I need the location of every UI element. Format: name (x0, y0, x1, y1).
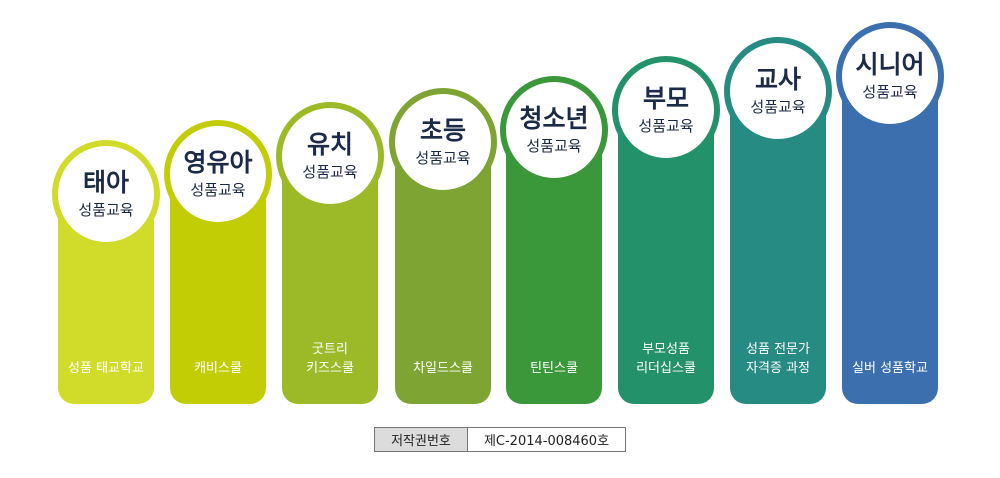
stage-title: 초등 (419, 116, 466, 145)
stage-pillar-youth: 청소년 성품교육 틴틴스쿨 (500, 76, 608, 404)
stage-subtitle: 성품교육 (638, 117, 694, 135)
stage-subtitle: 성품교육 (190, 181, 246, 199)
stage-title: 교사 (754, 65, 801, 94)
stage-subtitle: 성품교육 (78, 201, 134, 219)
stage-pillar-elementary: 초등 성품교육 차일드스쿨 (389, 88, 497, 404)
stage-title: 청소년 (519, 104, 589, 133)
program-label: 성품 전문가 자격증 과정 (746, 342, 810, 376)
stage-pillar-prenatal: 태아 성품교육 성품 태교학교 (52, 140, 160, 404)
stage-circle: 유치 성품교육 (276, 102, 384, 210)
program-label: 캐비스쿨 (194, 361, 242, 376)
stage-title: 태아 (82, 168, 129, 197)
stage-pillar-infant: 영유아 성품교육 캐비스쿨 (164, 120, 272, 404)
stage-title: 부모 (642, 84, 689, 113)
stage-pillar-senior: 시니어 성품교육 실버 성품학교 (836, 22, 944, 404)
stage-title: 유치 (306, 130, 353, 159)
copyright-box: 저작권번호 제C-2014-008460호 (374, 427, 626, 452)
stage-subtitle: 성품교육 (750, 98, 806, 116)
program-label: 차일드스쿨 (413, 361, 473, 376)
stage-subtitle: 성품교육 (526, 137, 582, 155)
stage-pillar-kindergarten: 유치 성품교육 굿트리 키즈스쿨 (276, 102, 384, 404)
program-label: 부모성품 리더십스쿨 (636, 342, 696, 376)
stage-circle: 교사 성품교육 (724, 37, 832, 145)
program-label: 실버 성품학교 (852, 361, 928, 376)
stage-circle: 초등 성품교육 (389, 88, 497, 196)
stage-circle: 영유아 성품교육 (164, 120, 272, 228)
stage-title: 영유아 (183, 148, 253, 177)
stage-title: 시니어 (855, 50, 925, 79)
copyright-label: 저작권번호 (375, 428, 468, 451)
program-label: 성품 태교학교 (68, 361, 144, 376)
program-label: 틴틴스쿨 (530, 361, 578, 376)
stage-circle: 태아 성품교육 (52, 140, 160, 248)
stage-circle: 시니어 성품교육 (836, 22, 944, 130)
stage-subtitle: 성품교육 (415, 149, 471, 167)
stage-pillar-teacher: 교사 성품교육 성품 전문가 자격증 과정 (724, 37, 832, 404)
stage-circle: 부모 성품교육 (612, 56, 720, 164)
stage-subtitle: 성품교육 (302, 163, 358, 181)
stage-subtitle: 성품교육 (862, 83, 918, 101)
stage-circle: 청소년 성품교육 (500, 76, 608, 184)
program-label: 굿트리 키즈스쿨 (306, 342, 354, 376)
stage-pillar-parent: 부모 성품교육 부모성품 리더십스쿨 (612, 56, 720, 404)
copyright-number: 제C-2014-008460호 (468, 428, 625, 451)
